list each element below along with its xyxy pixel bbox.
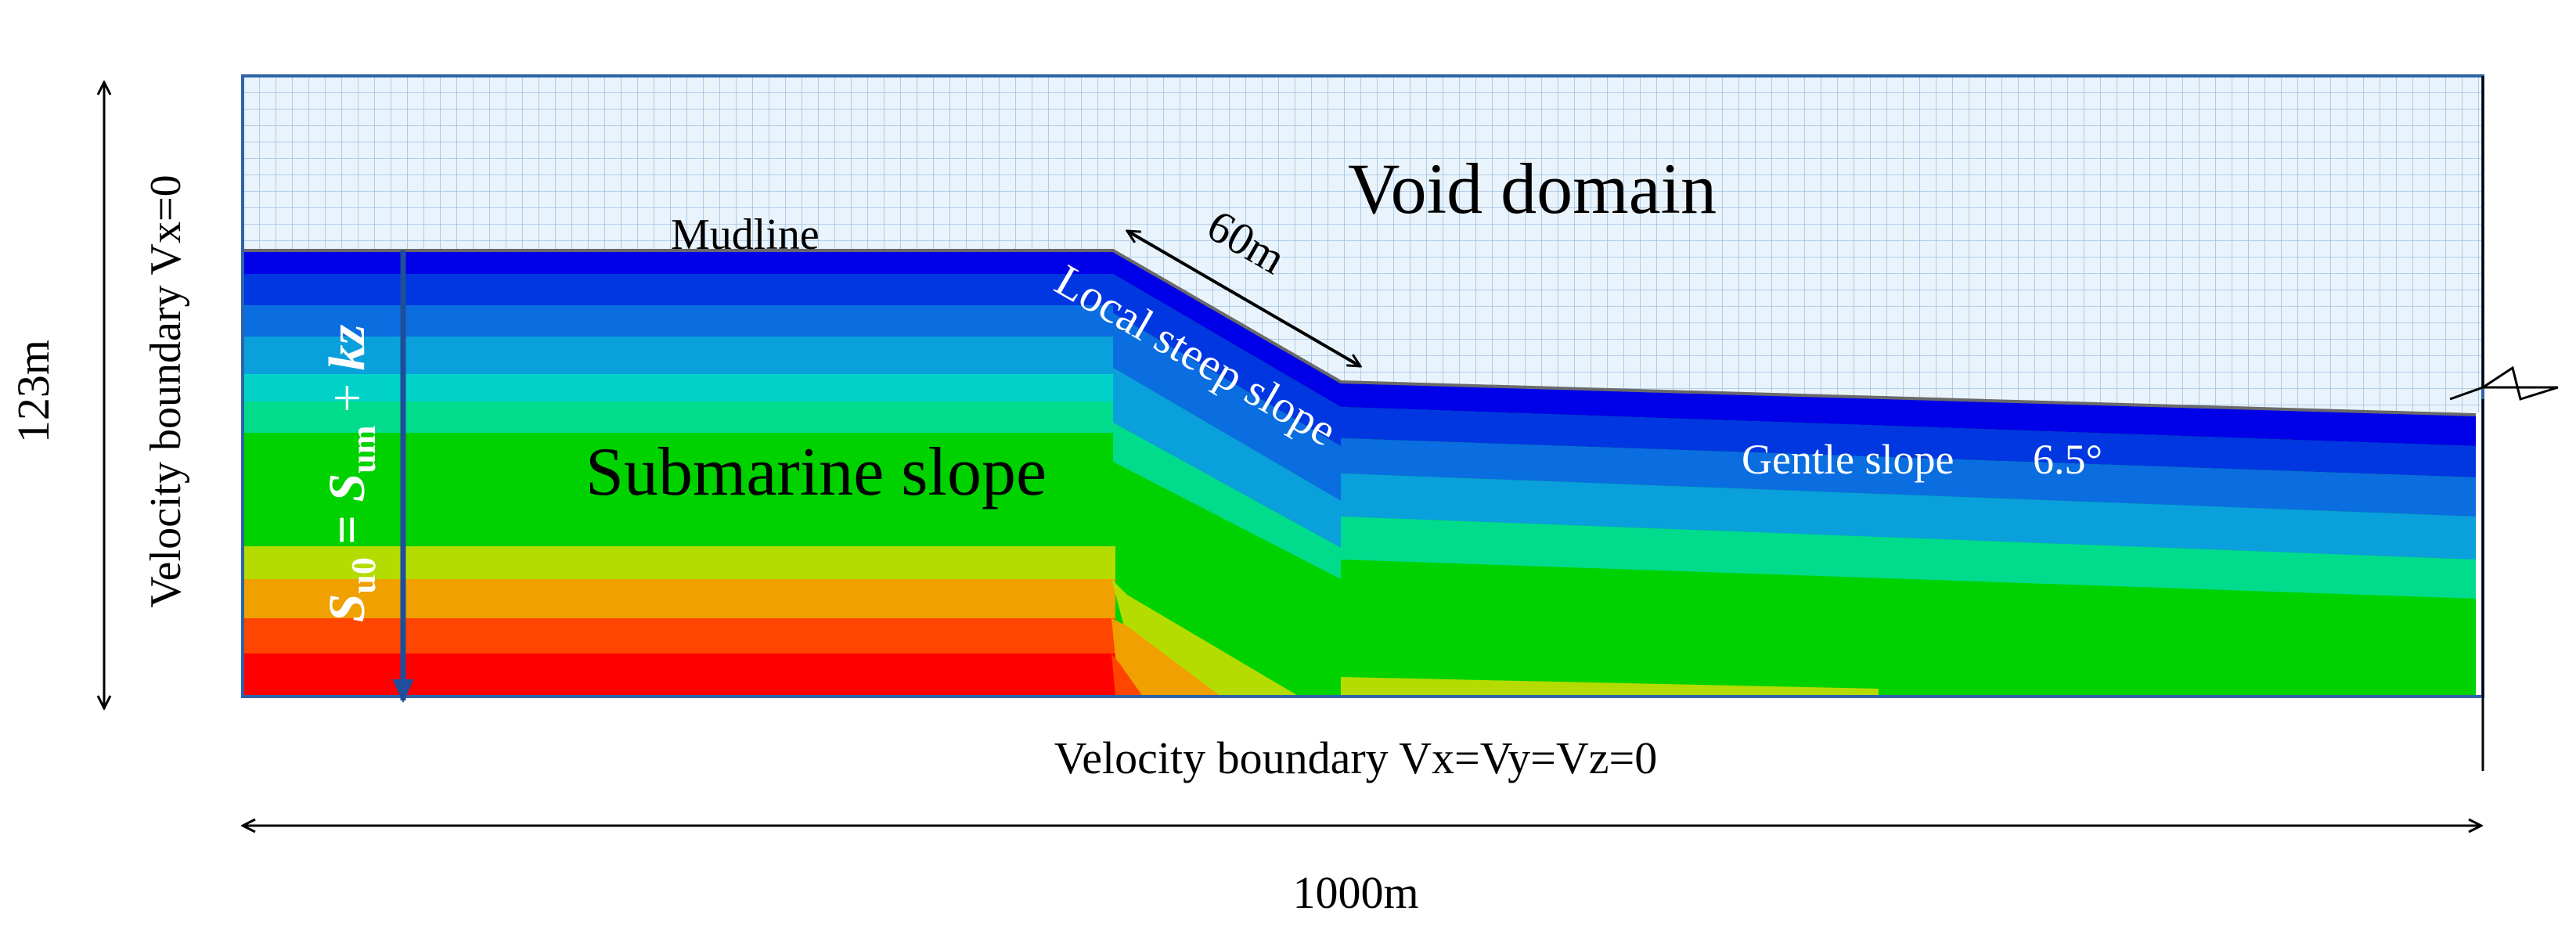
layer-4 <box>243 337 1115 374</box>
layer-9 <box>243 579 1115 618</box>
void-domain-label: Void domain <box>1348 149 1717 229</box>
gentle-band-4 <box>1341 473 2476 560</box>
height-123-label: 123m <box>8 340 59 443</box>
steep-bottom-red <box>1111 653 1143 697</box>
mudline-label: Mudline <box>671 211 820 259</box>
strength-formula: Su0 = Sum + kz <box>319 324 383 622</box>
formula-kz: kz <box>319 324 376 370</box>
gentle-slope-label: Gentle slope <box>1742 436 1954 483</box>
gentle-bottom-yellow <box>1341 677 1879 697</box>
velocity-bottom-label: Velocity boundary Vx=Vy=Vz=0 <box>1054 733 1657 783</box>
formula-um: um <box>344 426 383 473</box>
gentle-band-1 <box>1341 382 2476 446</box>
steep-band-5 <box>1113 423 1341 579</box>
right-break-line <box>2449 76 2559 771</box>
steep-band-4 <box>1113 368 1341 548</box>
velocity-left-label: Velocity boundary Vx=0 <box>142 175 190 607</box>
layer-1 <box>243 250 1115 274</box>
layer-7 <box>243 433 1115 546</box>
layer-3 <box>243 305 1115 337</box>
formula-u0: u0 <box>344 557 383 593</box>
formula-eq: = <box>319 502 376 557</box>
layer-11 <box>243 653 1115 697</box>
layer-8 <box>243 546 1115 579</box>
gentle-band-3 <box>1341 438 2476 517</box>
steep-bottom-orange <box>1111 618 1221 697</box>
gentle-angle-label: 6.5° <box>2033 436 2102 483</box>
width-1000-label: 1000m <box>1292 867 1418 918</box>
gentle-band-2 <box>1341 407 2476 477</box>
formula-s2: S <box>319 473 376 502</box>
formula-plus: + <box>319 370 376 425</box>
submarine-slope-label: Submarine slope <box>585 434 1047 510</box>
layer-10 <box>243 618 1115 653</box>
steep-length-arrow <box>1127 229 1360 368</box>
layer-2 <box>243 274 1115 305</box>
gentle-band-6 <box>1341 560 2476 697</box>
soil-layers <box>243 250 2476 697</box>
formula-s1: S <box>319 594 376 623</box>
gentle-band-5 <box>1341 517 2476 599</box>
layer-5 <box>243 374 1115 401</box>
layer-6 <box>243 401 1115 433</box>
